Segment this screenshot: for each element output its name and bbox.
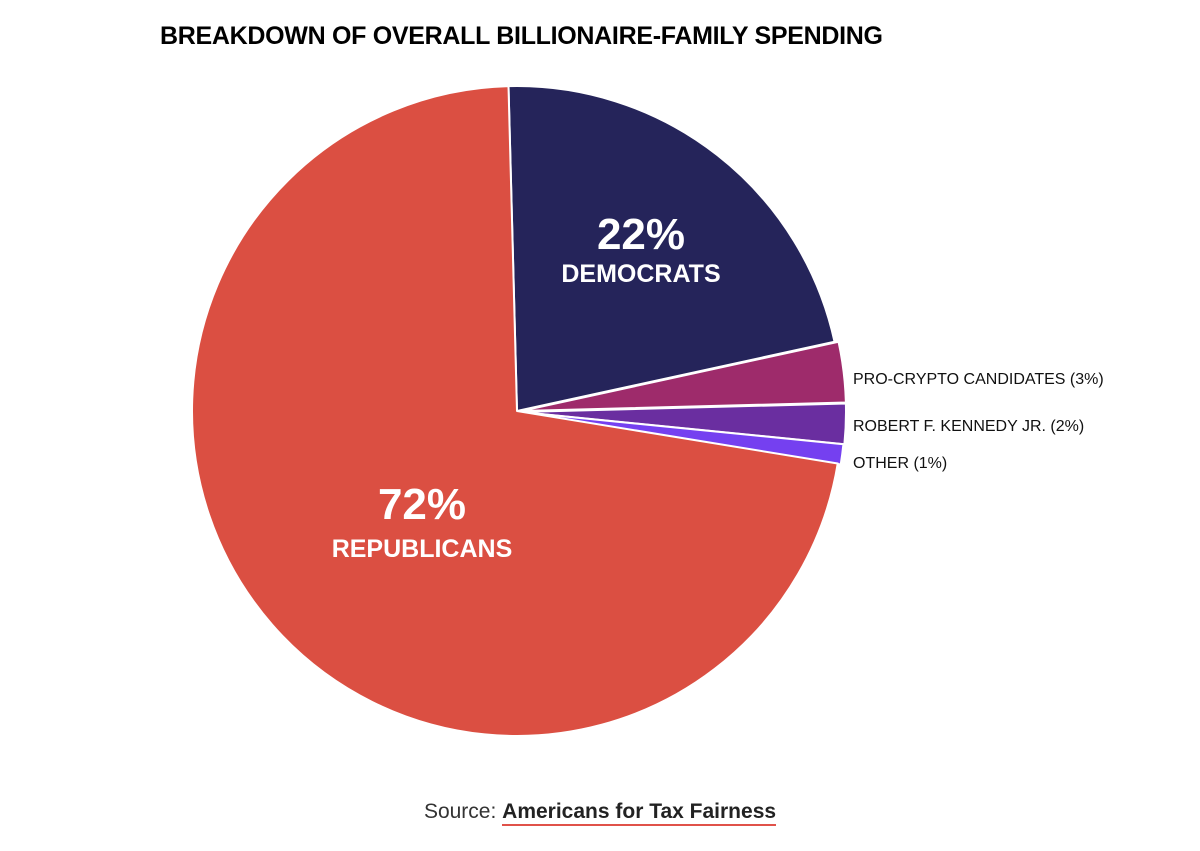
slice-name-democrats: DEMOCRATS bbox=[561, 260, 720, 288]
chart-title: BREAKDOWN OF OVERALL BILLIONAIRE-FAMILY … bbox=[160, 22, 883, 50]
slice-percent-democrats: 22% bbox=[597, 210, 685, 259]
source-line: Source: Americans for Tax Fairness bbox=[0, 800, 1200, 826]
pie-slices bbox=[191, 85, 847, 737]
slice-label-other: OTHER (1%) bbox=[853, 455, 947, 472]
slice-percent-republicans: 72% bbox=[378, 480, 466, 529]
slice-name-republicans: REPUBLICANS bbox=[332, 535, 513, 563]
pie-slice-rfk bbox=[520, 402, 847, 446]
pie-slice-republicans bbox=[191, 85, 839, 737]
pie-slice-pro-crypto bbox=[520, 340, 847, 412]
source-link[interactable]: Americans for Tax Fairness bbox=[502, 800, 777, 826]
slice-label-pro-crypto: PRO-CRYPTO CANDIDATES (3%) bbox=[853, 371, 1104, 388]
slice-label-rfk: ROBERT F. KENNEDY JR. (2%) bbox=[853, 418, 1084, 435]
pie-labels: 22%DEMOCRATS PRO-CRYPTO CANDIDATES (3%) RO… bbox=[332, 210, 1104, 563]
pie-slice-democrats bbox=[507, 85, 836, 412]
pie-chart: 22%DEMOCRATS PRO-CRYPTO CANDIDATES (3%) RO… bbox=[191, 85, 1104, 737]
source-prefix: Source: bbox=[423, 800, 497, 823]
